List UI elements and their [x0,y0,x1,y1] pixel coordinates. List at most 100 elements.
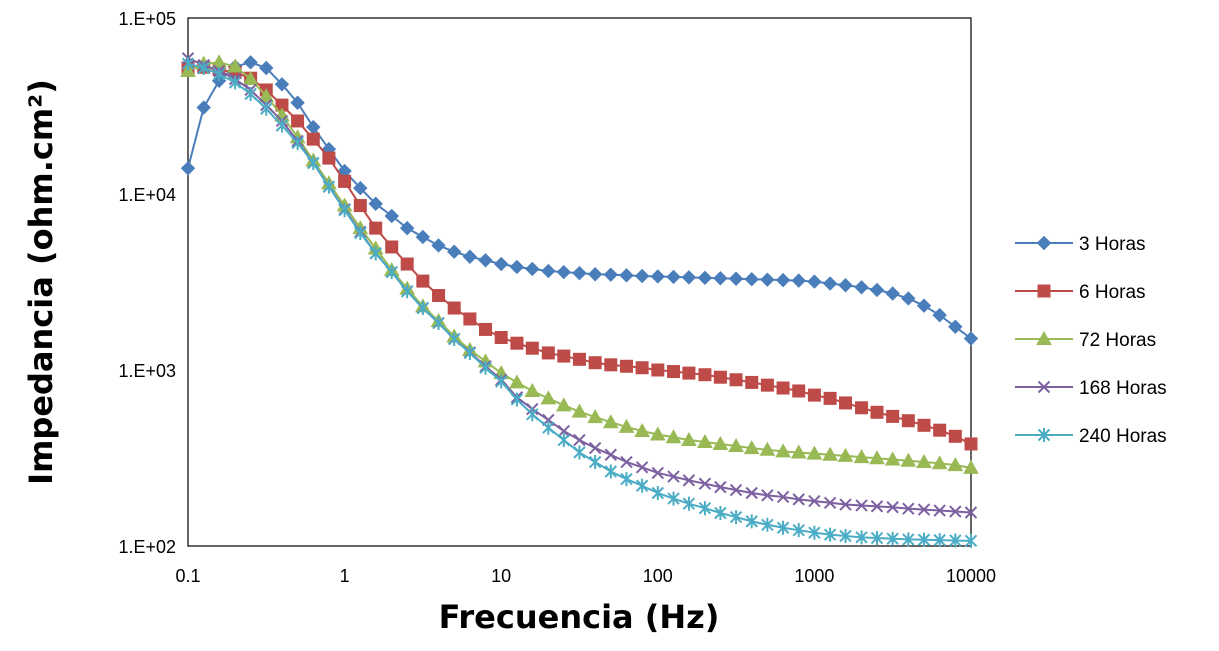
data-point [385,265,398,280]
data-point [369,246,382,261]
data-point [368,196,383,211]
data-point [541,263,556,279]
data-point [916,454,932,469]
legend-marker [1036,330,1052,345]
data-point [604,464,618,479]
data-point [776,381,790,395]
data-point [540,390,557,405]
data-point [744,271,759,287]
data-point [541,346,555,360]
data-point [572,352,586,366]
data-point [526,407,539,422]
data-point [949,533,962,548]
data-point [618,418,635,433]
x-tick-labels: 0.1 1 10 100 1000 10000 [175,566,996,586]
data-point [869,450,885,465]
data-point [698,501,712,516]
data-point [760,272,775,287]
data-point [181,56,195,71]
data-point [479,360,492,375]
data-point [432,315,445,330]
y-tick-label: 1.E+03 [118,361,176,381]
x-axis-title: Frecuencia (Hz) [439,598,720,636]
data-point [338,203,351,218]
data-point [478,253,493,268]
data-point [886,501,899,514]
data-point [963,331,979,346]
data-point [729,483,743,497]
legend-item: 72 Horas [1015,330,1156,351]
data-point [713,370,727,384]
data-point [416,274,430,288]
x-tick-label: 1000 [794,566,834,586]
data-point [870,531,884,546]
y-tick-labels: 1.E+02 1.E+03 1.E+04 1.E+05 [118,9,176,557]
data-point [761,517,774,532]
data-point [854,280,869,295]
data-point [431,238,446,253]
data-point [651,466,665,480]
data-point [931,455,948,470]
data-point [806,445,823,460]
data-point [602,414,619,429]
data-point [667,470,680,483]
data-point [369,221,383,235]
data-point [571,403,588,418]
data-point [917,503,931,516]
data-point [745,486,758,500]
data-point [291,135,304,150]
data-point [792,493,805,506]
data-point [855,499,868,512]
y-tick-label: 1.E+02 [118,537,176,557]
data-point [933,533,946,548]
data-point [884,451,901,466]
data-point [400,284,414,299]
data-point [306,132,320,146]
data-point [494,330,508,344]
data-point [650,269,666,284]
x-tick-label: 10000 [946,566,996,586]
data-point [651,486,665,501]
data-point [933,423,947,437]
data-point [493,256,509,272]
data-point [697,270,713,286]
data-point [399,220,415,236]
data-point [196,100,211,115]
data-point [446,244,462,259]
data-point [885,286,900,301]
plot-area [187,17,972,547]
data-point [869,282,885,298]
data-point [227,58,243,73]
data-point [682,496,696,511]
legend-label: 72 Horas [1079,330,1156,351]
data-point [385,240,399,254]
data-point [463,345,477,360]
data-point [572,265,587,281]
x-tick-label: 0.1 [175,566,200,586]
legend-marker [1037,380,1051,394]
data-point [635,461,649,474]
data-point [886,531,899,546]
data-point [681,432,697,447]
data-point [463,312,477,326]
data-point [462,249,478,264]
x-tick-label: 100 [643,566,673,586]
y-axis-title: Impedancia (ohm.cm²) [22,79,60,485]
data-point [603,267,619,282]
legend-item: 6 Horas [1015,282,1146,303]
legend-marker [1037,428,1051,442]
data-point [681,270,697,285]
data-point [447,301,461,315]
data-point [510,392,524,407]
data-point [494,374,508,389]
data-point [712,435,729,450]
x-tick-label: 1 [340,566,350,586]
data-point [776,490,790,504]
data-point [557,433,570,448]
data-point [791,273,806,288]
legend-marker [1037,284,1051,298]
data-point [557,424,570,438]
data-point [853,449,870,464]
data-point [682,474,696,487]
